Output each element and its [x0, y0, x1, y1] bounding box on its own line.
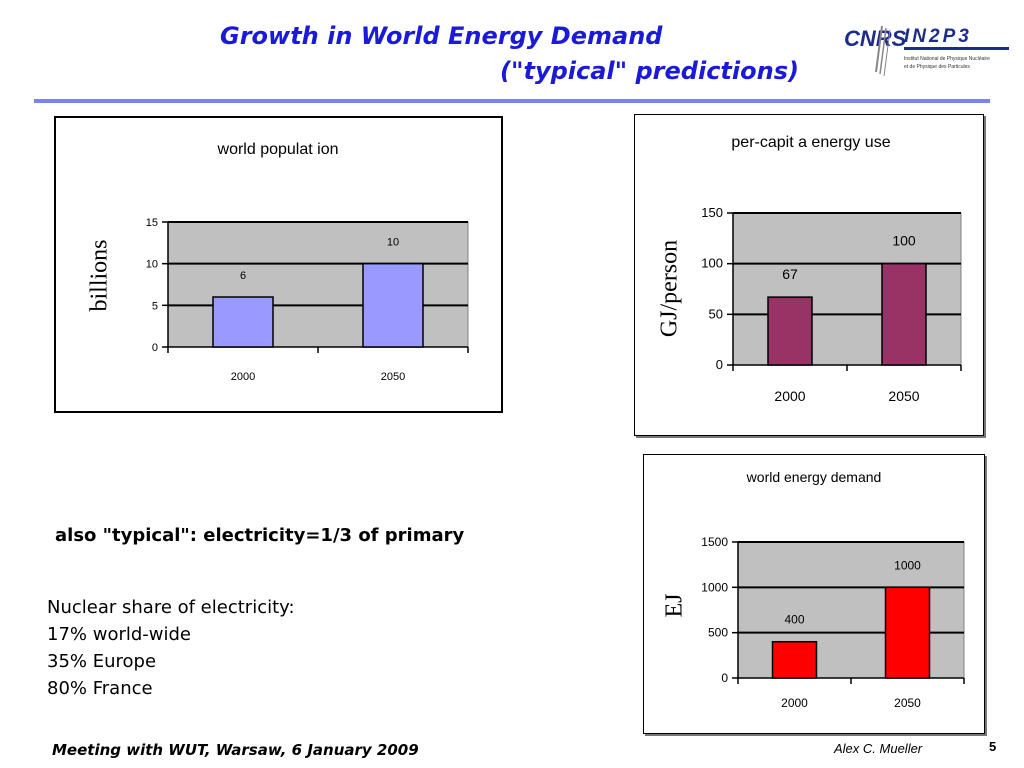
bar: [884, 586, 931, 679]
y-tick-label: 0: [716, 357, 723, 372]
per-capita-chart: per-capit a energy use 0 50 100 150 67 2000 100…: [634, 114, 984, 436]
y-tick-label: 50: [709, 306, 723, 321]
x-category-label: 2050: [381, 371, 405, 383]
nuclear-europe: 35% Europe: [47, 651, 157, 672]
y-tick-label: 0: [721, 671, 728, 685]
logo-cnrs-text: CNRS: [844, 26, 907, 51]
y-tick-label: 500: [708, 626, 728, 640]
nuclear-share-list: Nuclear share of electricity: 17% world-…: [47, 594, 295, 702]
x-category-label: 2050: [888, 388, 919, 404]
nuclear-world: 17% world-wide: [47, 624, 192, 645]
bar: [362, 262, 424, 348]
data-label: 100: [892, 233, 916, 249]
per-capita-y-label: GJ/person: [656, 239, 683, 338]
slide-subtitle: ("typical" predictions): [500, 57, 799, 85]
data-label: 67: [782, 266, 798, 282]
y-tick-label: 1000: [701, 580, 728, 594]
cnrs-in2p3-logo: CNRS IN2P3 Institut National de Physique…: [842, 22, 1012, 78]
y-tick-label: 0: [152, 342, 158, 354]
nuclear-france: 80% France: [47, 678, 153, 699]
population-y-label: billions: [86, 239, 113, 312]
x-category-label: 2050: [894, 696, 921, 710]
electricity-note: also "typical": electricity=1/3 of prima…: [55, 525, 465, 546]
chart-title: world populat ion: [217, 141, 339, 158]
footer-author: Alex C. Mueller: [834, 741, 923, 756]
y-tick-label: 150: [701, 205, 723, 220]
slide-title: Growth in World Energy Demand: [220, 22, 663, 50]
logo-subtitle-2: et de Physique des Particules: [904, 64, 970, 70]
title-divider: [34, 99, 990, 103]
y-tick-label: 10: [146, 259, 158, 271]
population-chart: world populat ion 0 5 10 15 6 2000 10 2050: [54, 116, 503, 413]
logo-subtitle-1: Institut National de Physique Nucléaire: [904, 56, 990, 62]
chart-title: per-capit a energy use: [731, 134, 890, 151]
bar: [771, 640, 818, 679]
energy-demand-chart-svg: world energy demand 0 500 1000 1500 400 2000 10…: [701, 469, 965, 710]
chart-title: world energy demand: [746, 469, 882, 485]
x-category-label: 2000: [781, 696, 808, 710]
x-category-label: 2000: [231, 371, 255, 383]
data-label: 400: [784, 613, 804, 627]
x-category-label: 2000: [774, 388, 805, 404]
bar: [212, 296, 274, 348]
y-tick-label: 15: [146, 217, 158, 229]
data-label: 6: [240, 270, 246, 282]
energy-demand-y-label: EJ: [661, 593, 688, 618]
population-chart-svg: world populat ion 0 5 10 15 6 2000 10 2050: [146, 141, 469, 383]
per-capita-chart-svg: per-capit a energy use 0 50 100 150 67 2000 100…: [701, 134, 962, 404]
footer-meeting: Meeting with WUT, Warsaw, 6 January 2009: [52, 741, 419, 759]
plot-area: [732, 212, 962, 366]
y-tick-label: 100: [701, 256, 723, 271]
nuclear-heading: Nuclear share of electricity:: [47, 597, 295, 618]
y-tick-label: 5: [152, 300, 158, 312]
page-number: 5: [989, 739, 997, 754]
bar: [767, 296, 813, 366]
data-label: 10: [387, 237, 399, 249]
logo-in2p3-text: IN2P3: [904, 26, 972, 47]
data-label: 1000: [894, 558, 921, 572]
bar: [881, 262, 927, 366]
y-tick-label: 1500: [701, 535, 728, 549]
energy-demand-chart: world energy demand 0 500 1000 1500 400 2000 10…: [643, 454, 985, 734]
